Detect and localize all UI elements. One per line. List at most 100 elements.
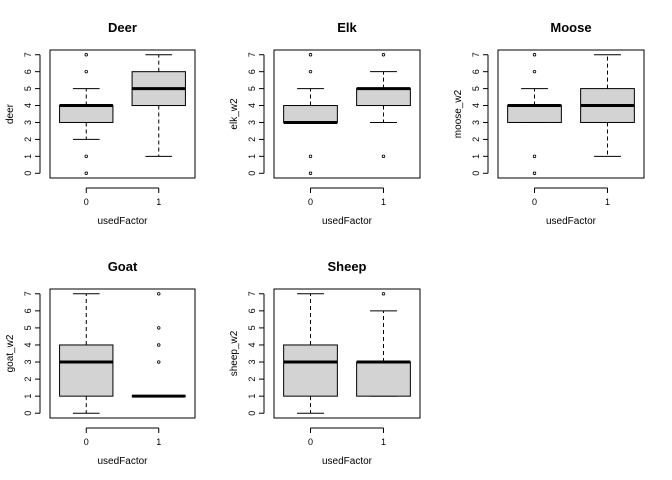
box-0: [59, 293, 114, 414]
outlier-point: [84, 53, 88, 57]
iqr-box: [283, 344, 338, 397]
y-tick-label: 1: [247, 394, 257, 399]
y-tick-label: 4: [247, 103, 257, 108]
panel-title: Moose: [550, 20, 591, 35]
box-1: [356, 292, 411, 397]
outlier-point: [381, 292, 386, 296]
y-axis-label: moose_w2: [453, 89, 464, 138]
y-tick-label: 6: [23, 69, 33, 74]
y-tick-label: 1: [247, 154, 257, 159]
box-1: [356, 53, 411, 159]
outlier-point: [84, 69, 88, 74]
y-tick-label: 1: [23, 394, 33, 399]
y-tick-label: 0: [471, 171, 481, 176]
x-axis-label: usedFactor: [97, 216, 148, 227]
panel-title: Elk: [337, 20, 357, 35]
y-tick-label: 4: [247, 342, 257, 347]
y-tick-label: 7: [247, 291, 257, 296]
x-tick-label: 1: [605, 197, 610, 207]
y-tick-label: 5: [247, 325, 257, 330]
outlier-point: [532, 171, 537, 175]
panel-title: Sheep: [327, 259, 366, 274]
plot-frame: [497, 49, 645, 179]
y-tick-label: 5: [23, 86, 33, 91]
y-tick-label: 2: [247, 137, 257, 142]
outlier-point: [532, 154, 537, 159]
panel-sheep: Sheep usedFactor sheep_w2 0 1 2 3 4 5 6 7 0 1: [229, 259, 421, 467]
panel-elk: Elk usedFactor elk_w2 0 1 2 3 4 5 6 7 0 1: [229, 20, 421, 227]
y-tick-label: 5: [23, 325, 33, 330]
outlier-point: [308, 69, 313, 74]
y-tick-label: 6: [247, 308, 257, 313]
y-tick-label: 1: [23, 154, 33, 159]
panel-moose: Moose usedFactor moose_w2 0 1 2 3 4 5 6 7 0 1: [453, 20, 645, 227]
iqr-box: [59, 105, 114, 123]
x-tick-label: 1: [156, 437, 161, 447]
plot-frame: [273, 49, 421, 179]
x-tick-label: 0: [84, 197, 89, 207]
outlier-point: [532, 53, 537, 57]
y-tick-label: 0: [23, 171, 33, 176]
x-tick-label: 1: [156, 197, 161, 207]
iqr-box: [59, 344, 114, 397]
x-tick-label: 1: [381, 437, 386, 447]
outlier-point: [157, 343, 161, 347]
outlier-point: [381, 154, 386, 159]
iqr-box: [507, 105, 562, 123]
y-axis-label: deer: [5, 103, 16, 124]
outlier-point: [308, 171, 313, 175]
box-1: [131, 54, 186, 157]
x-axis-label: usedFactor: [322, 216, 373, 227]
y-tick-label: 3: [23, 120, 33, 125]
box-1: [131, 292, 186, 398]
panel-title: Goat: [108, 259, 138, 274]
y-tick-label: 6: [23, 308, 33, 313]
outlier-point: [308, 53, 313, 57]
outlier-point: [157, 360, 161, 364]
y-tick-label: 0: [247, 171, 257, 176]
y-tick-label: 3: [247, 360, 257, 365]
iqr-box: [356, 88, 411, 107]
box-0: [283, 293, 338, 414]
y-tick-label: 3: [471, 120, 481, 125]
panel-goat: Goat usedFactor goat_w2 0 1 2 3 4 5 6 7 0 1: [5, 259, 196, 467]
y-tick-label: 4: [23, 342, 33, 347]
y-axis-label: elk_w2: [229, 98, 240, 130]
outlier-point: [84, 171, 88, 175]
x-tick-label: 0: [308, 437, 313, 447]
panel-deer: Deer usedFactor deer 0 1 2 3 4 5 6 7 0 1: [5, 20, 196, 227]
x-axis-label: usedFactor: [97, 456, 148, 467]
y-tick-label: 5: [247, 86, 257, 91]
box-0: [59, 53, 114, 175]
iqr-box: [356, 361, 411, 397]
y-tick-label: 6: [471, 69, 481, 74]
box-0: [507, 53, 562, 175]
y-tick-label: 6: [247, 69, 257, 74]
outlier-point: [532, 69, 537, 74]
box-0: [283, 53, 338, 175]
y-tick-label: 2: [247, 377, 257, 382]
outlier-point: [84, 154, 88, 159]
box-1: [580, 54, 635, 157]
y-tick-label: 7: [471, 52, 481, 57]
plot-frame: [49, 49, 196, 179]
plot-frame: [49, 288, 196, 419]
panel-title: Deer: [108, 20, 137, 35]
y-axis-label: goat_w2: [5, 334, 16, 372]
y-tick-label: 2: [23, 377, 33, 382]
outlier-point: [308, 154, 313, 159]
x-axis-label: usedFactor: [322, 456, 373, 467]
y-tick-label: 4: [23, 103, 33, 108]
y-axis-label: sheep_w2: [229, 330, 240, 376]
y-tick-label: 2: [471, 137, 481, 142]
y-tick-label: 7: [23, 291, 33, 296]
outlier-point: [157, 326, 161, 330]
y-tick-label: 2: [23, 137, 33, 142]
iqr-box: [283, 105, 338, 123]
x-tick-label: 1: [381, 197, 386, 207]
y-tick-label: 4: [471, 103, 481, 108]
y-tick-label: 0: [23, 411, 33, 416]
y-tick-label: 7: [23, 52, 33, 57]
outlier-point: [157, 292, 161, 296]
plot-frame: [273, 288, 421, 419]
